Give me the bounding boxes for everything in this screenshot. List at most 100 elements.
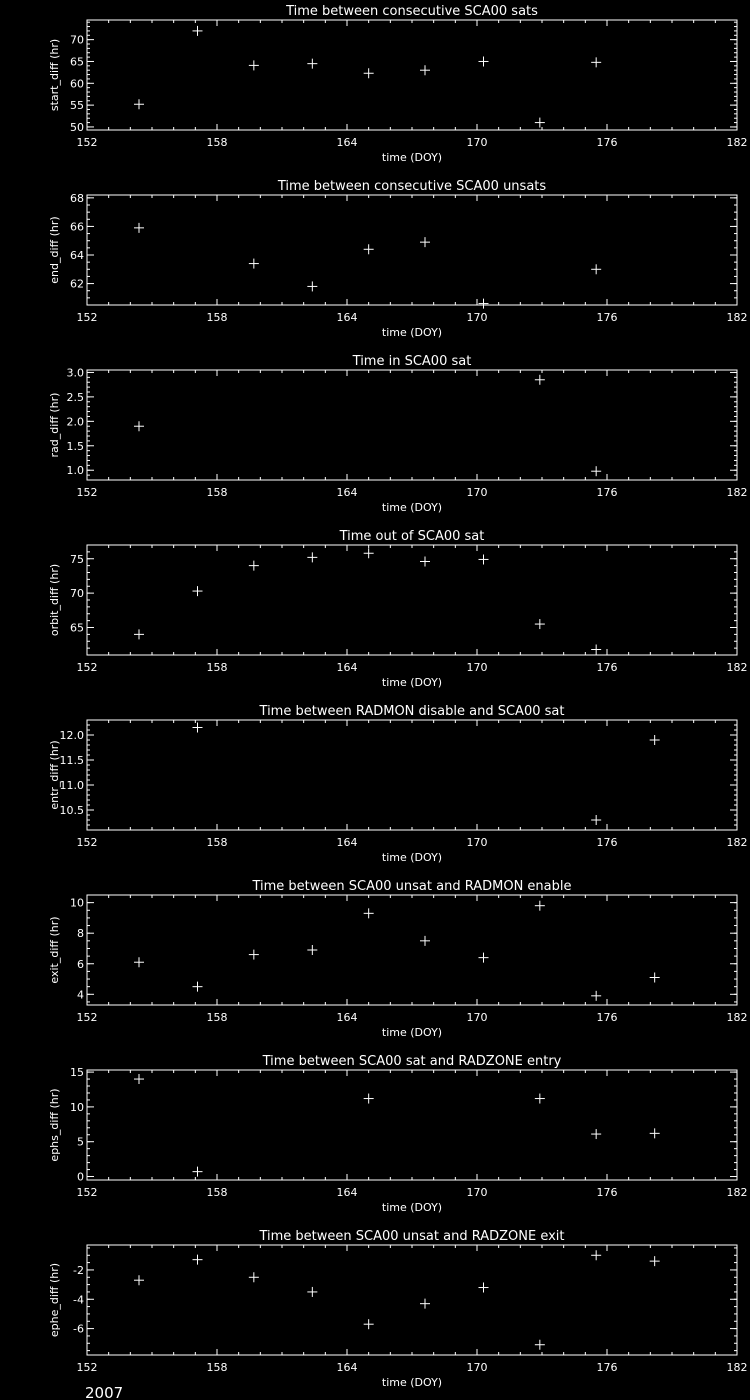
plot-frame bbox=[86, 19, 738, 131]
y-tick-label: 65 bbox=[70, 55, 84, 68]
x-tick-label: 152 bbox=[77, 661, 98, 674]
data-point bbox=[307, 552, 318, 563]
data-point bbox=[134, 1074, 144, 1085]
y-tick-label: 3.0 bbox=[67, 366, 85, 379]
x-tick-label: 182 bbox=[727, 1186, 748, 1199]
data-point bbox=[248, 560, 259, 571]
data-point bbox=[591, 644, 602, 655]
data-point bbox=[534, 1093, 545, 1104]
x-tick-label: 176 bbox=[597, 311, 618, 324]
data-point bbox=[363, 548, 374, 559]
data-point bbox=[420, 65, 430, 76]
y-tick-label: 65 bbox=[70, 622, 84, 635]
x-tick-label: 152 bbox=[77, 1011, 98, 1024]
x-axis-label: time (DOY) bbox=[382, 151, 442, 164]
x-tick-label: 152 bbox=[77, 1361, 98, 1374]
x-tick-label: 176 bbox=[597, 836, 618, 849]
data-point bbox=[591, 990, 602, 1001]
x-tick-label: 176 bbox=[597, 486, 618, 499]
data-point bbox=[192, 981, 203, 992]
y-tick-label: 66 bbox=[70, 220, 84, 233]
x-tick-label: 182 bbox=[727, 311, 748, 324]
x-tick-label: 158 bbox=[207, 1011, 228, 1024]
data-point bbox=[248, 258, 259, 269]
x-tick-label: 176 bbox=[597, 661, 618, 674]
chart-title: Time between consecutive SCA00 unsats bbox=[277, 179, 547, 194]
data-point bbox=[307, 58, 318, 69]
data-point bbox=[420, 556, 430, 567]
x-axis-label: time (DOY) bbox=[382, 501, 442, 514]
x-tick-label: 182 bbox=[727, 1361, 748, 1374]
x-axis-label: time (DOY) bbox=[382, 676, 442, 689]
data-point bbox=[420, 1298, 430, 1309]
x-axis-label: time (DOY) bbox=[382, 326, 442, 339]
y-tick-label: 11.0 bbox=[60, 779, 85, 792]
data-point bbox=[478, 952, 489, 963]
x-tick-label: 182 bbox=[727, 486, 748, 499]
panel-1: Time between consecutive SCA00 sats 152 15… bbox=[48, 4, 748, 164]
data-point bbox=[649, 1128, 660, 1139]
data-point bbox=[591, 1129, 602, 1140]
data-point bbox=[591, 466, 602, 477]
x-tick-label: 164 bbox=[337, 836, 358, 849]
y-tick-label: 10.5 bbox=[60, 804, 85, 817]
x-tick-label: 158 bbox=[207, 1186, 228, 1199]
x-tick-label: 152 bbox=[77, 311, 98, 324]
y-tick-label: 2.5 bbox=[67, 391, 85, 404]
y-tick-label: 50 bbox=[70, 121, 84, 134]
x-axis-label: time (DOY) bbox=[382, 1376, 442, 1389]
x-tick-label: 164 bbox=[337, 661, 358, 674]
plot-frame bbox=[86, 369, 738, 481]
y-tick-label: 10 bbox=[70, 897, 84, 910]
x-axis-label: time (DOY) bbox=[382, 851, 442, 864]
y-tick-label: 62 bbox=[70, 278, 84, 291]
x-tick-label: 152 bbox=[77, 486, 98, 499]
data-point bbox=[192, 586, 203, 597]
x-tick-label: 176 bbox=[597, 1011, 618, 1024]
x-tick-label: 152 bbox=[77, 1186, 98, 1199]
data-point bbox=[649, 972, 660, 983]
y-axis-label: entr_diff (hr) bbox=[48, 740, 61, 809]
y-tick-label: 64 bbox=[70, 249, 84, 262]
y-tick-label: 1.0 bbox=[67, 464, 85, 477]
data-point bbox=[478, 56, 489, 67]
data-point bbox=[363, 1093, 374, 1104]
chart-title: Time out of SCA00 sat bbox=[339, 529, 485, 544]
x-tick-label: 164 bbox=[337, 311, 358, 324]
x-tick-label: 170 bbox=[467, 486, 488, 499]
data-point bbox=[534, 619, 545, 630]
data-point bbox=[134, 957, 144, 968]
x-tick-label: 158 bbox=[207, 486, 228, 499]
y-axis-label: ephs_diff (hr) bbox=[48, 1088, 61, 1161]
x-tick-label: 152 bbox=[77, 836, 98, 849]
y-tick-label: 75 bbox=[70, 553, 84, 566]
data-point bbox=[420, 935, 430, 946]
y-tick-label: 4 bbox=[77, 988, 84, 1001]
y-axis-label: orbit_diff (hr) bbox=[48, 564, 61, 636]
data-point bbox=[192, 25, 203, 36]
data-point bbox=[134, 99, 144, 110]
chart-title: Time between RADMON disable and SCA00 sa… bbox=[259, 704, 565, 719]
data-point bbox=[478, 554, 489, 565]
data-point bbox=[363, 244, 374, 255]
data-point bbox=[363, 908, 374, 919]
y-axis-label: rad_diff (hr) bbox=[48, 393, 61, 458]
y-axis-label: exit_diff (hr) bbox=[48, 916, 61, 983]
y-tick-label: 1.5 bbox=[67, 440, 85, 453]
x-tick-label: 170 bbox=[467, 836, 488, 849]
panel-8: Time between SCA00 unsat and RADZONE exi… bbox=[48, 1229, 748, 1389]
y-tick-label: 55 bbox=[70, 99, 84, 112]
y-tick-label: 10 bbox=[70, 1101, 84, 1114]
plot-frame bbox=[86, 894, 738, 1006]
x-tick-label: 176 bbox=[597, 1186, 618, 1199]
y-tick-label: 12.0 bbox=[60, 729, 85, 742]
data-point bbox=[363, 1319, 374, 1330]
data-point bbox=[363, 68, 374, 79]
x-tick-label: 170 bbox=[467, 136, 488, 149]
data-point bbox=[307, 945, 318, 955]
y-axis-label: end_diff (hr) bbox=[48, 216, 61, 283]
y-tick-label: 0 bbox=[77, 1171, 84, 1184]
x-tick-label: 152 bbox=[77, 136, 98, 149]
chart-title: Time between SCA00 unsat and RADZONE exi… bbox=[258, 1229, 564, 1244]
